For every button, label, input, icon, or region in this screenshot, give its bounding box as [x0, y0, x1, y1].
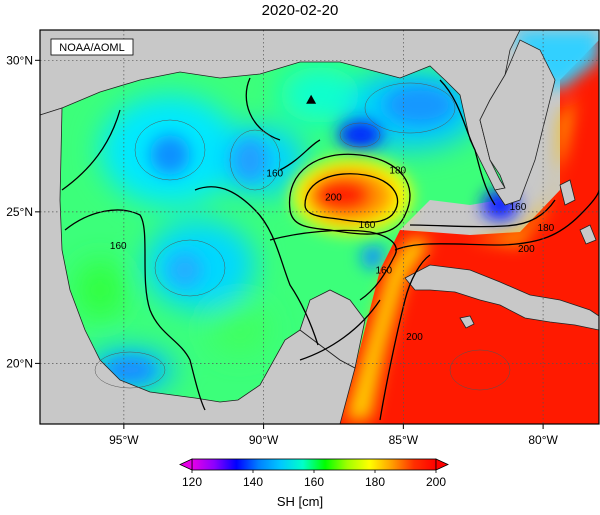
map-title: 2020-02-20 — [261, 2, 339, 19]
lat-tick-label: 30°N — [6, 53, 33, 67]
contour-label: 200 — [518, 244, 535, 255]
contour-label: 160 — [110, 241, 127, 252]
plot-frame — [39, 29, 600, 425]
colorbar-tick-label: 200 — [426, 475, 446, 489]
lon-tick-label: 90°W — [249, 433, 279, 447]
lat-tick-label: 20°N — [6, 356, 33, 370]
colorbar-tick-label: 160 — [304, 475, 324, 489]
station-marker-icon — [306, 94, 317, 104]
lon-tick-label: 80°W — [528, 433, 558, 447]
credit-label: NOAA/AOML — [59, 42, 124, 54]
colorbar-low-extend — [179, 458, 193, 471]
coastline-land — [40, 30, 599, 424]
contour-label: 160 — [266, 168, 283, 179]
lon-tick-label: 95°W — [109, 433, 139, 447]
credit-box — [50, 38, 134, 56]
colorbar-label: SH [cm] — [276, 494, 324, 509]
contour-label: 160 — [510, 202, 527, 213]
colorbar-high-extend — [435, 458, 449, 471]
colorbar-tick-label: 140 — [243, 475, 263, 489]
caribbean-water — [340, 30, 599, 424]
lat-tick-label: 25°N — [6, 205, 33, 219]
contour-label: 160 — [359, 220, 376, 231]
contour-label: 200 — [406, 332, 423, 343]
axis-ticks: 95°W 90°W 85°W 80°W 30°N 25°N 20°N — [6, 53, 558, 447]
graticule — [40, 30, 599, 424]
contour-label: 180 — [389, 165, 406, 176]
colorbar-ramp — [191, 458, 437, 471]
lon-tick-label: 85°W — [389, 433, 419, 447]
contour-label: 180 — [538, 223, 555, 234]
contour-label: 160 — [375, 265, 392, 276]
contour-label: 200 — [325, 193, 342, 204]
thin-contours — [94, 82, 511, 391]
colorbar-tick-label: 180 — [365, 475, 385, 489]
colorbar-tick-label: 120 — [182, 475, 202, 489]
colorbar: 120 140 160 180 200 — [179, 458, 449, 489]
ssh-contours — [61, 77, 599, 421]
